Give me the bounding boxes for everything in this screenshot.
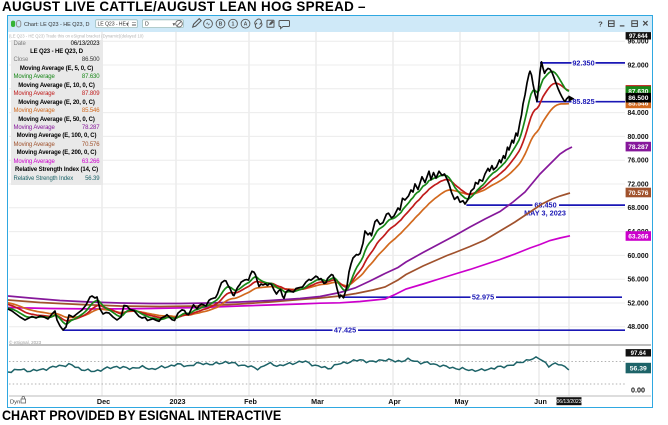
svg-text:?: ? [598, 20, 603, 29]
svg-text:0.00: 0.00 [631, 386, 645, 395]
svg-text:47.425: 47.425 [334, 326, 356, 335]
svg-text:B: B [219, 22, 223, 28]
svg-text:Jun: Jun [534, 397, 547, 406]
svg-text:80.000: 80.000 [627, 134, 648, 141]
svg-text:92.000: 92.000 [627, 62, 648, 69]
svg-text:∿: ∿ [206, 22, 210, 28]
svg-text:06/13/2023: 06/13/2023 [557, 399, 582, 405]
svg-text:Chart: LE Q23 - HE Q23, D: Chart: LE Q23 - HE Q23, D [24, 22, 89, 28]
svg-text:A: A [244, 22, 248, 28]
svg-text:LE Q23 - HE (: LE Q23 - HE ( [98, 21, 130, 27]
svg-text:Apr: Apr [388, 397, 401, 406]
svg-text:D: D [145, 21, 149, 27]
svg-text:96.000: 96.000 [627, 39, 648, 46]
svg-text:1: 1 [232, 22, 235, 28]
svg-text:52.000: 52.000 [627, 300, 648, 307]
svg-text:MAY 3, 2023: MAY 3, 2023 [524, 208, 566, 217]
svg-text:68.000: 68.000 [627, 205, 648, 212]
svg-text:▾: ▾ [126, 22, 129, 28]
svg-text:56.39: 56.39 [630, 365, 647, 372]
svg-text:56.000: 56.000 [627, 277, 648, 284]
svg-text:87.630: 87.630 [628, 88, 649, 95]
svg-text:Dec: Dec [97, 397, 110, 406]
svg-text:92.350: 92.350 [572, 58, 594, 67]
svg-text:48.000: 48.000 [627, 324, 648, 331]
svg-text:78.287: 78.287 [628, 144, 649, 151]
svg-text:Feb: Feb [244, 397, 257, 406]
svg-text:68.450: 68.450 [534, 201, 556, 210]
svg-text:(LE Q23 - HE Q23) Trade this o: (LE Q23 - HE Q23) Trade this on eSignal … [9, 34, 144, 39]
svg-text:76.000: 76.000 [627, 158, 648, 165]
svg-text:2023: 2023 [170, 397, 186, 406]
svg-text:© eSignal, 2023: © eSignal, 2023 [9, 339, 42, 345]
svg-text:85.546: 85.546 [628, 101, 649, 108]
svg-text:85.825: 85.825 [572, 97, 594, 106]
svg-text:☰: ☰ [132, 22, 137, 28]
svg-text:60.000: 60.000 [627, 253, 648, 260]
svg-text:63.266: 63.266 [628, 233, 649, 240]
svg-text:72.000: 72.000 [627, 181, 648, 188]
svg-text:Mar: Mar [311, 397, 324, 406]
svg-text:52.975: 52.975 [472, 293, 494, 302]
svg-text:▾: ▾ [173, 22, 176, 28]
svg-text:Dyn: Dyn [10, 400, 20, 406]
svg-text:97.644: 97.644 [629, 33, 648, 40]
svg-text:86.500: 86.500 [628, 95, 649, 102]
svg-text:97.64: 97.64 [631, 350, 647, 357]
svg-text:84.000: 84.000 [627, 110, 648, 117]
svg-text:May: May [455, 397, 469, 406]
svg-text:70.576: 70.576 [628, 190, 649, 197]
